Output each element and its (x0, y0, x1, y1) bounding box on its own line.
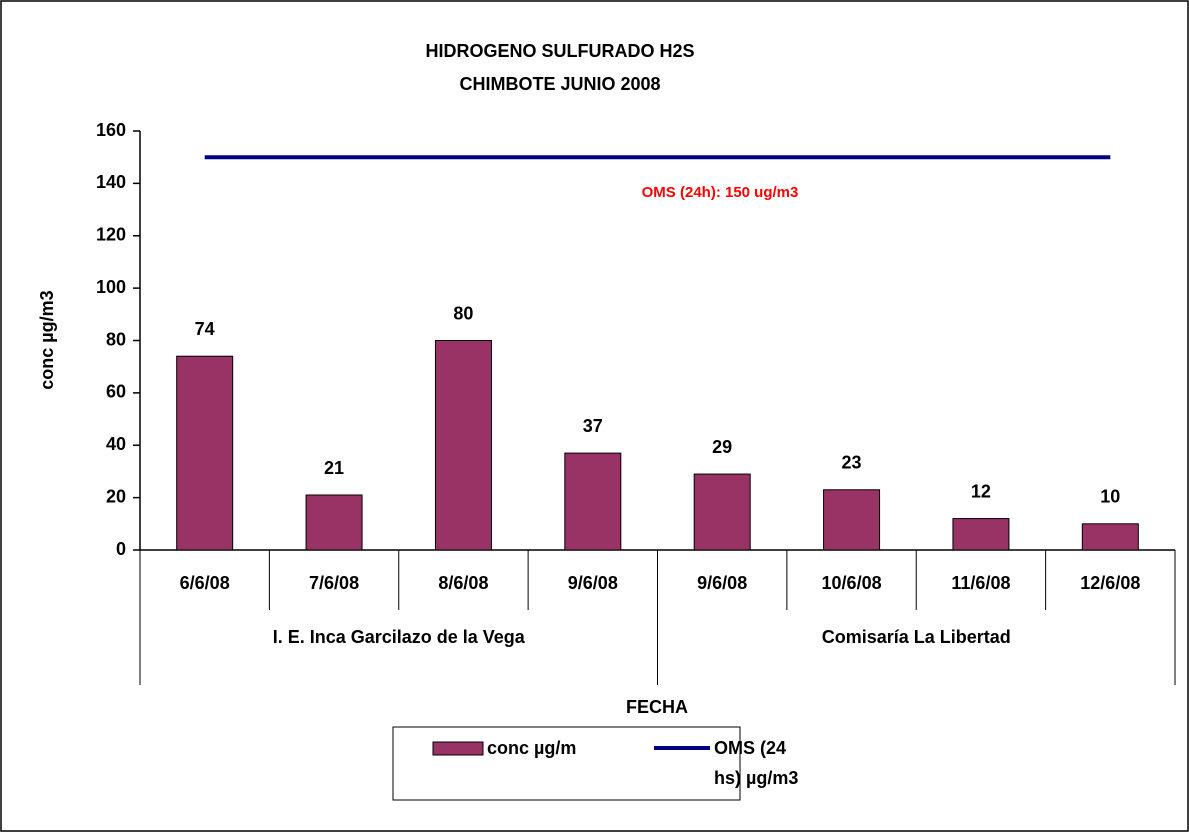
y-tick-label: 0 (116, 539, 126, 559)
x-tick-label: 8/6/08 (438, 573, 488, 593)
value-label: 74 (195, 319, 215, 339)
legend-swatch (432, 741, 484, 756)
value-label: 12 (971, 481, 991, 501)
chart-title: CHIMBOTE JUNIO 2008 (459, 74, 660, 94)
legend-label: OMS (24 hs) µg/m3 (714, 738, 799, 788)
y-tick-label: 80 (106, 329, 126, 349)
bar (823, 489, 881, 551)
value-label: 37 (583, 416, 603, 436)
chart-title: HIDROGENO SULFURADO H2S (425, 41, 694, 61)
y-tick-label: 40 (106, 434, 126, 454)
x-tick-label: 12/6/08 (1080, 573, 1140, 593)
value-label: 80 (453, 303, 473, 323)
value-label: 10 (1100, 487, 1120, 507)
bar (434, 340, 492, 551)
y-tick-label: 160 (96, 120, 126, 140)
legend-box (392, 726, 741, 801)
bar (693, 473, 751, 551)
value-label: 23 (842, 453, 862, 473)
x-tick-label: 11/6/08 (951, 573, 1010, 593)
y-tick-label: 20 (106, 486, 126, 506)
value-label: 21 (324, 458, 344, 478)
bar (305, 494, 363, 551)
x-tick-label: 9/6/08 (697, 573, 747, 593)
value-label: 29 (712, 437, 732, 457)
x-tick-label: 10/6/08 (822, 573, 882, 593)
bar (176, 355, 234, 551)
annotation: OMS (24h): 150 ug/m3 (642, 184, 799, 201)
y-tick-label: 100 (96, 277, 126, 297)
group-label: I. E. Inca Garcilazo de la Vega (272, 627, 525, 647)
bar (1081, 523, 1139, 551)
y-tick-label: 120 (96, 225, 126, 245)
y-tick-label: 140 (96, 172, 126, 192)
bar (952, 518, 1010, 551)
x-axis-label: FECHA (626, 697, 688, 717)
y-axis-label: conc µg/m3 (37, 290, 57, 389)
group-label: Comisaría La Libertad (821, 627, 1011, 647)
x-tick-label: 7/6/08 (309, 573, 359, 593)
bar (564, 452, 622, 551)
y-tick-label: 60 (106, 382, 126, 402)
legend-label: conc µg/m (487, 738, 577, 758)
x-tick-label: 6/6/08 (180, 573, 230, 593)
x-tick-label: 9/6/08 (568, 573, 618, 593)
